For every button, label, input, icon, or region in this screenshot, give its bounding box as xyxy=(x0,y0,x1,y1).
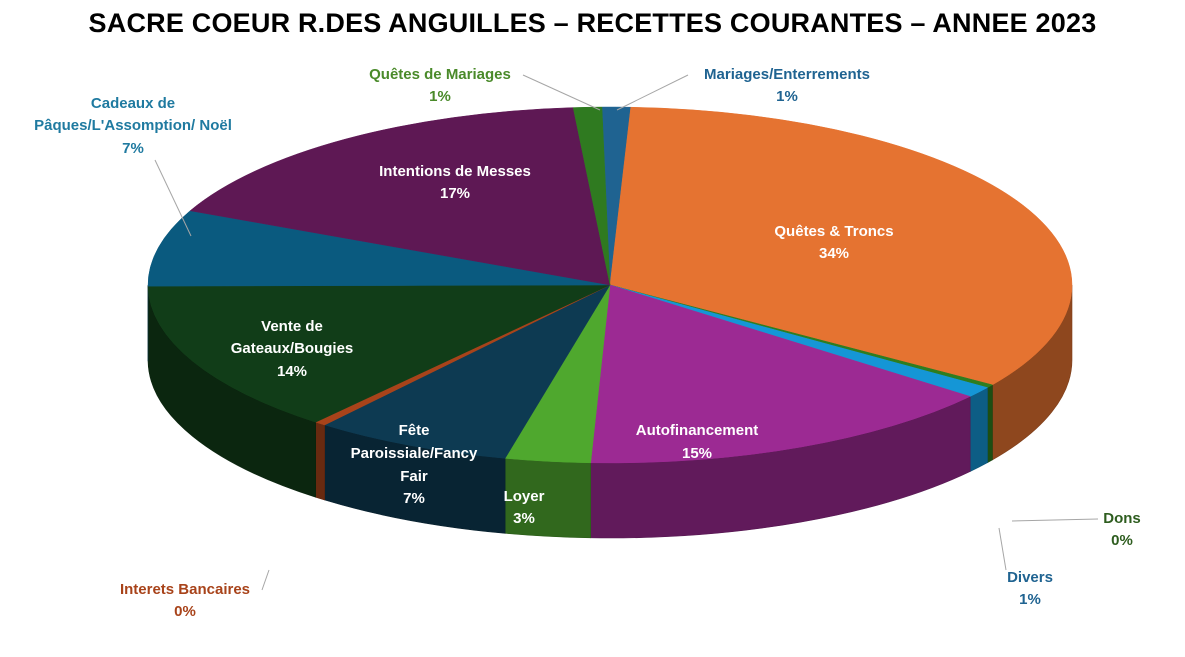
slice-label-intentions-de-messes: Intentions de Messes xyxy=(379,163,531,180)
data-label-vente-de-gateaux-bougies: 14% xyxy=(277,363,307,380)
chart-title: SACRE COEUR R.DES ANGUILLES – RECETTES C… xyxy=(88,8,1097,38)
slice-side-interets-bancaires xyxy=(315,421,325,501)
slice-intentions-de-messes xyxy=(189,107,611,286)
slice-label-fete-paroissiale-fancy-fair: Paroissiale/Fancy xyxy=(351,445,478,462)
data-label-interets-bancaires: 0% xyxy=(174,603,196,620)
slice-label-fete-paroissiale-fancy-fair: Fête xyxy=(399,422,430,439)
slice-label-fete-paroissiale-fancy-fair: Fair xyxy=(400,468,428,485)
leader-line-interets-bancaires xyxy=(261,569,270,591)
slice-label-loyer: Loyer xyxy=(504,488,545,505)
leader-line-quetes-de-mariages xyxy=(522,74,601,111)
data-label-mariages-enterrements: 1% xyxy=(776,88,798,105)
data-label-quetes-troncs: 34% xyxy=(819,245,849,262)
leader-line-mariages-enterrements xyxy=(616,74,689,111)
slice-vente-de-gateaux-bougies xyxy=(147,284,611,423)
slice-fete-paroissiale-fancy-fair xyxy=(323,284,611,459)
data-label-fete-paroissiale-fancy-fair: 7% xyxy=(403,490,425,507)
leader-line-divers xyxy=(998,527,1007,571)
data-label-autofinancement: 15% xyxy=(682,445,712,462)
slice-label-quetes-de-mariages: Quêtes de Mariages xyxy=(369,66,511,83)
slice-side-divers xyxy=(969,387,988,472)
slice-cadeaux-de-paques-l-assomption-noel xyxy=(147,210,611,287)
slice-label-autofinancement: Autofinancement xyxy=(636,422,759,439)
slice-label-mariages-enterrements: Mariages/Enterrements xyxy=(704,66,870,83)
slice-label-cadeaux-de-paques-l-assomption-noel: Cadeaux de xyxy=(91,95,175,112)
data-label-intentions-de-messes: 17% xyxy=(440,185,470,202)
pie-sides xyxy=(147,284,1073,539)
pie-tops xyxy=(147,106,1073,464)
slice-label-dons: Dons xyxy=(1103,510,1141,527)
slice-label-cadeaux-de-paques-l-assomption-noel: Pâques/L'Assomption/ Noël xyxy=(34,117,232,134)
data-label-divers: 1% xyxy=(1019,591,1041,608)
leader-line-dons xyxy=(1011,518,1099,522)
slice-label-vente-de-gateaux-bougies: Vente de xyxy=(261,318,323,335)
data-label-quetes-de-mariages: 1% xyxy=(429,88,451,105)
slice-autofinancement xyxy=(590,284,971,464)
slice-label-divers: Divers xyxy=(1007,569,1053,586)
slice-label-quetes-troncs: Quêtes & Troncs xyxy=(774,223,893,240)
slice-label-interets-bancaires: Interets Bancaires xyxy=(120,581,250,598)
data-label-dons: 0% xyxy=(1111,532,1133,549)
slice-label-vente-de-gateaux-bougies: Gateaux/Bougies xyxy=(231,340,354,357)
leader-line-cadeaux-de-paques-l-assomption-noel xyxy=(154,159,192,237)
slice-quetes-de-mariages xyxy=(572,106,611,286)
data-label-cadeaux-de-paques-l-assomption-noel: 7% xyxy=(122,140,144,157)
leader-lines xyxy=(154,74,1099,591)
data-label-loyer: 3% xyxy=(513,510,535,527)
slice-side-dons xyxy=(987,384,993,464)
slice-quetes-troncs xyxy=(609,106,1073,386)
slice-labels: Mariages/Enterrements 1% Quêtes & Troncs 34… xyxy=(34,66,1141,620)
